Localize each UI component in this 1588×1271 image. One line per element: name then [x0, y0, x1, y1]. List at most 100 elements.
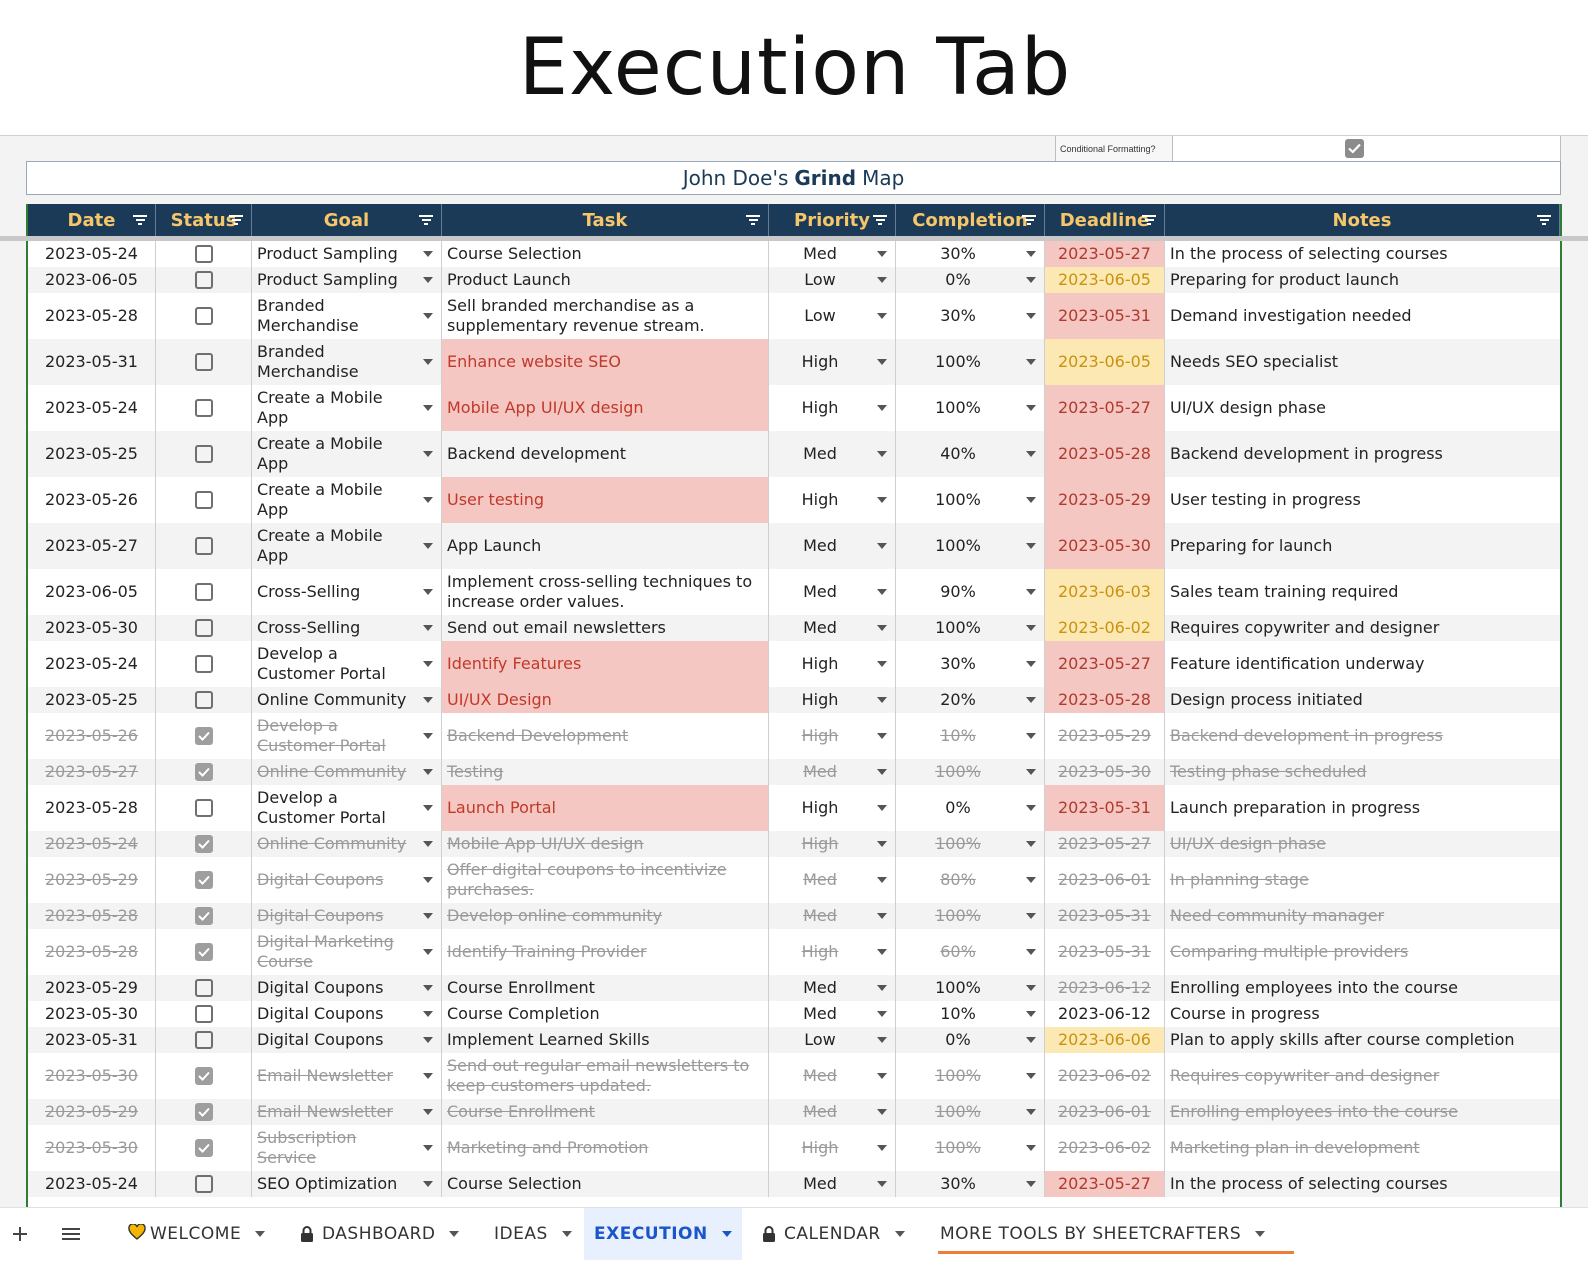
- status-cell[interactable]: [156, 1001, 252, 1027]
- completion-cell[interactable]: 40%: [896, 431, 1045, 477]
- goal-header[interactable]: Goal: [252, 204, 442, 236]
- dropdown-arrow-icon[interactable]: [423, 733, 433, 739]
- status-checkbox[interactable]: [194, 979, 213, 997]
- dropdown-arrow-icon[interactable]: [1026, 661, 1036, 667]
- status-cell[interactable]: [156, 293, 252, 339]
- dropdown-arrow-icon[interactable]: [1026, 913, 1036, 919]
- status-cell[interactable]: [156, 831, 252, 857]
- task-cell[interactable]: Develop online community: [442, 903, 769, 929]
- deadline-cell[interactable]: 2023-05-31: [1045, 929, 1165, 975]
- dropdown-arrow-icon[interactable]: [423, 543, 433, 549]
- task-header[interactable]: Task: [442, 204, 769, 236]
- deadline-header[interactable]: Deadline: [1045, 204, 1165, 236]
- status-cell[interactable]: [156, 1027, 252, 1053]
- filter-icon[interactable]: [133, 215, 147, 225]
- task-cell[interactable]: Backend Development: [442, 713, 769, 759]
- priority-cell[interactable]: High: [769, 339, 896, 385]
- status-checkbox[interactable]: [194, 307, 213, 325]
- deadline-cell[interactable]: 2023-05-27: [1045, 385, 1165, 431]
- priority-cell[interactable]: High: [769, 385, 896, 431]
- notes-cell[interactable]: Marketing plan in development: [1165, 1125, 1560, 1171]
- status-cell[interactable]: [156, 615, 252, 641]
- dropdown-arrow-icon[interactable]: [423, 1145, 433, 1151]
- dropdown-arrow-icon[interactable]: [877, 877, 887, 883]
- task-cell[interactable]: Offer digital coupons to incentivize pur…: [442, 857, 769, 903]
- all-sheets-button[interactable]: [60, 1208, 82, 1260]
- status-cell[interactable]: [156, 569, 252, 615]
- deadline-cell[interactable]: 2023-05-30: [1045, 523, 1165, 569]
- status-checkbox[interactable]: [194, 943, 213, 961]
- status-cell[interactable]: [156, 857, 252, 903]
- completion-cell[interactable]: 100%: [896, 523, 1045, 569]
- date-cell[interactable]: 2023-05-28: [28, 903, 156, 929]
- goal-cell[interactable]: Digital Coupons: [252, 975, 442, 1001]
- status-checkbox[interactable]: [194, 1005, 213, 1023]
- dropdown-arrow-icon[interactable]: [423, 359, 433, 365]
- date-cell[interactable]: 2023-05-29: [28, 1099, 156, 1125]
- status-cell[interactable]: [156, 241, 252, 267]
- notes-cell[interactable]: Feature identification underway: [1165, 641, 1560, 687]
- dropdown-arrow-icon[interactable]: [423, 451, 433, 457]
- status-cell[interactable]: [156, 759, 252, 785]
- status-cell[interactable]: [156, 713, 252, 759]
- completion-cell[interactable]: 60%: [896, 929, 1045, 975]
- dropdown-arrow-icon[interactable]: [1026, 359, 1036, 365]
- dropdown-arrow-icon[interactable]: [1026, 1145, 1036, 1151]
- goal-cell[interactable]: Email Newsletter: [252, 1099, 442, 1125]
- dropdown-arrow-icon[interactable]: [877, 543, 887, 549]
- status-checkbox[interactable]: [194, 655, 213, 673]
- date-cell[interactable]: 2023-05-28: [28, 929, 156, 975]
- task-cell[interactable]: Sell branded merchandise as a supplement…: [442, 293, 769, 339]
- deadline-cell[interactable]: 2023-05-29: [1045, 477, 1165, 523]
- dropdown-arrow-icon[interactable]: [423, 697, 433, 703]
- task-cell[interactable]: Launch Portal: [442, 785, 769, 831]
- status-checkbox[interactable]: [194, 1139, 213, 1157]
- tab-menu-caret-icon[interactable]: [721, 1231, 732, 1237]
- goal-cell[interactable]: Create a Mobile App: [252, 431, 442, 477]
- deadline-cell[interactable]: 2023-06-02: [1045, 615, 1165, 641]
- task-cell[interactable]: User testing: [442, 477, 769, 523]
- notes-cell[interactable]: Design process initiated: [1165, 687, 1560, 713]
- status-cell[interactable]: [156, 1053, 252, 1099]
- status-checkbox[interactable]: [194, 353, 213, 371]
- notes-cell[interactable]: Demand investigation needed: [1165, 293, 1560, 339]
- dropdown-arrow-icon[interactable]: [423, 405, 433, 411]
- task-cell[interactable]: Course Completion: [442, 1001, 769, 1027]
- dropdown-arrow-icon[interactable]: [877, 497, 887, 503]
- completion-cell[interactable]: 100%: [896, 615, 1045, 641]
- tab-menu-caret-icon[interactable]: [255, 1231, 266, 1237]
- deadline-cell[interactable]: 2023-05-29: [1045, 713, 1165, 759]
- deadline-cell[interactable]: 2023-06-05: [1045, 339, 1165, 385]
- date-cell[interactable]: 2023-05-30: [28, 1053, 156, 1099]
- notes-cell[interactable]: Enrolling employees into the course: [1165, 975, 1560, 1001]
- notes-cell[interactable]: Testing phase scheduled: [1165, 759, 1560, 785]
- dropdown-arrow-icon[interactable]: [1026, 877, 1036, 883]
- goal-cell[interactable]: Develop a Customer Portal: [252, 785, 442, 831]
- dropdown-arrow-icon[interactable]: [1026, 805, 1036, 811]
- deadline-cell[interactable]: 2023-05-31: [1045, 293, 1165, 339]
- filter-icon[interactable]: [229, 215, 243, 225]
- dropdown-arrow-icon[interactable]: [877, 277, 887, 283]
- task-cell[interactable]: Course Enrollment: [442, 1099, 769, 1125]
- task-cell[interactable]: Product Launch: [442, 267, 769, 293]
- deadline-cell[interactable]: 2023-05-27: [1045, 241, 1165, 267]
- tab-welcome[interactable]: WELCOME: [118, 1208, 276, 1260]
- date-cell[interactable]: 2023-05-29: [28, 857, 156, 903]
- goal-cell[interactable]: Create a Mobile App: [252, 523, 442, 569]
- deadline-cell[interactable]: 2023-06-05: [1045, 267, 1165, 293]
- completion-cell[interactable]: 20%: [896, 687, 1045, 713]
- task-cell[interactable]: Enhance website SEO: [442, 339, 769, 385]
- filter-icon[interactable]: [1142, 215, 1156, 225]
- date-cell[interactable]: 2023-05-26: [28, 477, 156, 523]
- completion-header[interactable]: Completion: [896, 204, 1045, 236]
- goal-cell[interactable]: SEO Optimization: [252, 1171, 442, 1197]
- dropdown-arrow-icon[interactable]: [423, 1037, 433, 1043]
- deadline-cell[interactable]: 2023-06-06: [1045, 1027, 1165, 1053]
- deadline-cell[interactable]: 2023-05-30: [1045, 759, 1165, 785]
- dropdown-arrow-icon[interactable]: [1026, 451, 1036, 457]
- task-cell[interactable]: Send out email newsletters: [442, 615, 769, 641]
- completion-cell[interactable]: 100%: [896, 1125, 1045, 1171]
- notes-cell[interactable]: Comparing multiple providers: [1165, 929, 1560, 975]
- notes-cell[interactable]: Backend development in progress: [1165, 431, 1560, 477]
- dropdown-arrow-icon[interactable]: [1026, 497, 1036, 503]
